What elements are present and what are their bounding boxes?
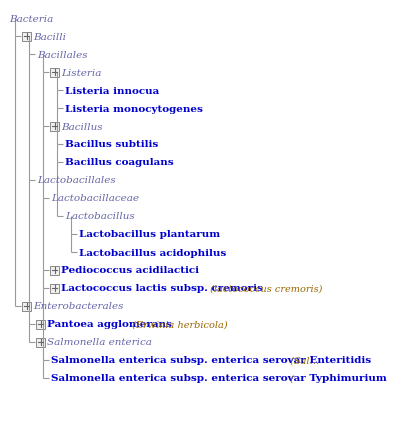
Text: Salmonella enterica: Salmonella enterica xyxy=(47,338,152,347)
Text: Bacillus subtilis: Bacillus subtilis xyxy=(65,140,158,149)
Text: Bacillus: Bacillus xyxy=(61,122,103,131)
Bar xyxy=(22,32,31,41)
Text: Pantoea agglomerans: Pantoea agglomerans xyxy=(47,320,172,329)
Text: Bacilli: Bacilli xyxy=(33,32,66,41)
Text: (Sal…: (Sal… xyxy=(287,356,319,365)
Text: Lactobacillus acidophilus: Lactobacillus acidophilus xyxy=(79,248,226,257)
Bar xyxy=(50,284,59,293)
Text: (Erwinia herbicola): (Erwinia herbicola) xyxy=(129,320,227,329)
Bar xyxy=(22,302,31,311)
Text: Lactobacillus plantarum: Lactobacillus plantarum xyxy=(79,230,220,239)
Text: Enterobacterales: Enterobacterales xyxy=(33,302,124,311)
Text: Lactococcus lactis subsp. cremoris: Lactococcus lactis subsp. cremoris xyxy=(61,284,263,293)
Text: Listeria innocua: Listeria innocua xyxy=(65,86,159,95)
Text: (: ( xyxy=(287,374,294,383)
Text: Salmonella enterica subsp. enterica serovar Enteritidis: Salmonella enterica subsp. enterica sero… xyxy=(51,356,371,365)
Text: Salmonella enterica subsp. enterica serovar Typhimurium: Salmonella enterica subsp. enterica sero… xyxy=(51,374,387,383)
Bar xyxy=(50,68,59,77)
Text: Bacillus coagulans: Bacillus coagulans xyxy=(65,158,173,167)
Text: Lactobacillaceae: Lactobacillaceae xyxy=(51,194,139,203)
Text: Listeria monocytogenes: Listeria monocytogenes xyxy=(65,104,203,113)
Bar xyxy=(50,122,59,131)
Text: Bacillales: Bacillales xyxy=(37,50,88,59)
Text: Bacteria: Bacteria xyxy=(9,14,53,23)
Text: Listeria: Listeria xyxy=(61,68,101,77)
Text: Lactobacillus: Lactobacillus xyxy=(65,212,135,221)
Text: Pediococcus acidilactici: Pediococcus acidilactici xyxy=(61,266,199,275)
Bar xyxy=(50,266,59,275)
Bar xyxy=(36,320,45,329)
Bar xyxy=(36,338,45,347)
Text: Lactobacillales: Lactobacillales xyxy=(37,176,116,185)
Text: (lactococcus cremoris): (lactococcus cremoris) xyxy=(207,284,322,293)
